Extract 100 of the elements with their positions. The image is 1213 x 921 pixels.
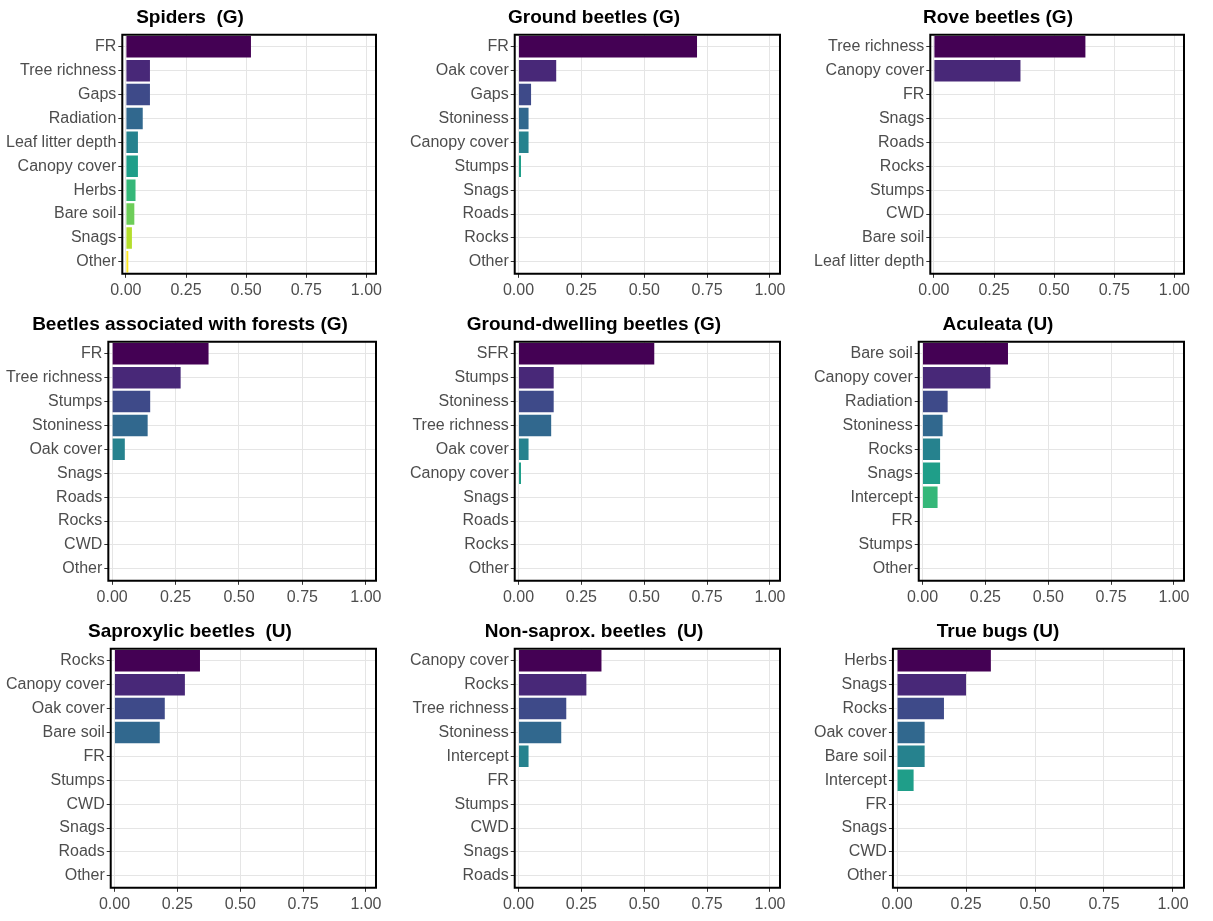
x-tick-label: 0.00 <box>502 280 535 298</box>
y-tick-label: CWD <box>470 818 509 836</box>
x-tick-label: 0.75 <box>1095 587 1127 605</box>
x-tick-label: 0.25 <box>565 587 598 605</box>
y-tick-label: Bare soil <box>862 228 925 246</box>
x-tick-label: 0.75 <box>691 587 723 605</box>
y-tick-label: Leaf litter depth <box>6 132 117 150</box>
y-tick-label: Stumps <box>50 770 105 788</box>
y-tick-label: Snags <box>70 228 117 246</box>
bar <box>922 438 941 461</box>
bar <box>518 390 554 413</box>
y-tick-label: Stoniness <box>438 391 509 409</box>
bar <box>518 155 522 178</box>
x-tick-label: 1.00 <box>1158 587 1190 605</box>
y-tick-label: Leaf litter depth <box>814 252 925 270</box>
bar <box>112 438 125 461</box>
bar <box>518 745 529 768</box>
chart-title: Non-saprox. beetles (U) <box>484 619 704 641</box>
bar <box>897 650 991 672</box>
y-tick-label: Rocks <box>868 439 913 457</box>
bar <box>518 462 522 485</box>
x-tick-label: 0.00 <box>96 587 128 605</box>
bar <box>112 390 151 413</box>
y-tick-label: Bare soil <box>54 204 117 222</box>
y-tick-label: Snags <box>841 818 887 836</box>
y-tick-label: Oak cover <box>813 722 888 740</box>
x-tick-label: 0.25 <box>978 280 1010 298</box>
y-tick-label: Stumps <box>454 368 509 386</box>
y-tick-label: SFR <box>476 344 509 362</box>
bar <box>114 721 160 744</box>
y-tick-label: Roads <box>462 511 509 529</box>
y-tick-label: CWD <box>66 794 105 812</box>
y-tick-label: Snags <box>463 842 509 860</box>
y-tick-label: Snags <box>841 675 887 693</box>
x-tick-label: 1.00 <box>754 894 786 912</box>
chart-title: True bugs (U) <box>936 619 1060 641</box>
y-tick-label: Stoniness <box>438 108 509 126</box>
bar <box>518 107 529 130</box>
y-tick-label: Snags <box>867 463 913 481</box>
bar <box>922 366 991 389</box>
bar <box>922 390 948 413</box>
y-tick-label: Roads <box>462 866 509 884</box>
bar <box>126 83 150 106</box>
x-tick-label: 0.50 <box>224 894 256 912</box>
y-tick-label: Radiation <box>845 391 913 409</box>
bar <box>897 721 925 744</box>
bar <box>518 83 532 106</box>
y-tick-label: Other <box>62 559 103 577</box>
y-tick-label: Tree richness <box>19 61 117 79</box>
bar <box>518 131 529 154</box>
y-tick-label: Tree richness <box>412 415 509 433</box>
y-tick-label: Gaps <box>78 84 117 102</box>
x-tick-label: 0.50 <box>1038 280 1070 298</box>
y-tick-label: FR <box>487 37 509 55</box>
y-tick-label: Canopy cover <box>814 368 914 386</box>
chart-title: Aculeata (U) <box>942 312 1054 334</box>
y-tick-label: Tree richness <box>827 37 925 55</box>
y-tick-label: Oak cover <box>435 61 510 79</box>
bar <box>897 769 914 792</box>
y-tick-label: Other <box>468 252 510 270</box>
y-tick-label: CWD <box>848 842 887 860</box>
bar <box>126 131 138 154</box>
y-tick-label: Stoniness <box>438 722 509 740</box>
y-tick-label: Rocks <box>464 535 509 553</box>
x-tick-label: 0.25 <box>565 894 598 912</box>
y-tick-label: Stumps <box>858 535 913 553</box>
y-tick-label: Tree richness <box>412 698 509 716</box>
x-tick-label: 0.50 <box>628 587 660 605</box>
y-tick-label: Canopy cover <box>17 156 117 174</box>
y-tick-label: Rocks <box>842 698 887 716</box>
y-tick-label: FR <box>94 37 117 55</box>
x-tick-label: 0.50 <box>1019 894 1051 912</box>
y-tick-label: Other <box>846 866 888 884</box>
x-tick-label: 1.00 <box>1157 894 1189 912</box>
bar <box>126 35 251 58</box>
x-tick-label: 0.75 <box>1098 280 1130 298</box>
y-tick-label: Other <box>872 559 914 577</box>
chart-title: Saproxylic beetles (U) <box>88 619 292 641</box>
y-tick-label: Herbs <box>73 180 117 198</box>
y-tick-label: Oak cover <box>29 439 103 457</box>
y-tick-label: Snags <box>878 108 925 126</box>
bar <box>114 650 200 672</box>
y-tick-label: Intercept <box>850 487 914 505</box>
x-tick-label: 1.00 <box>350 587 382 605</box>
y-tick-label: Other <box>64 866 106 884</box>
y-tick-label: Canopy cover <box>410 463 510 481</box>
x-tick-label: 1.00 <box>1158 280 1191 298</box>
y-tick-label: Herbs <box>844 651 887 669</box>
y-tick-label: Rocks <box>879 156 925 174</box>
y-tick-label: FR <box>83 746 105 764</box>
bar <box>112 366 181 389</box>
y-tick-label: Intercept <box>446 746 510 764</box>
bar <box>518 343 655 365</box>
x-tick-label: 0.50 <box>628 894 660 912</box>
bar <box>518 438 529 461</box>
chart-title: Ground beetles (G) <box>507 5 681 27</box>
x-tick-label: 0.75 <box>1088 894 1120 912</box>
y-tick-label: Stumps <box>870 180 925 198</box>
y-tick-label: Stumps <box>48 391 103 409</box>
x-tick-label: 1.00 <box>754 280 786 298</box>
